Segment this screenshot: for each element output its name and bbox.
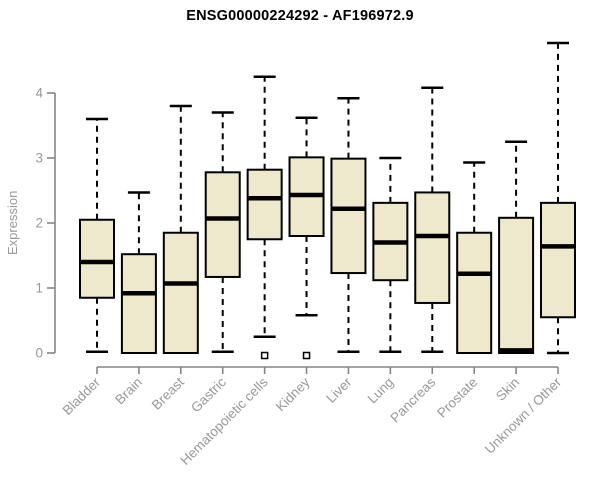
y-tick-label: 0 <box>35 346 43 361</box>
box-pancreas <box>414 86 451 353</box>
outlier-point <box>260 351 269 360</box>
iqr-box <box>330 157 367 275</box>
box-liver <box>330 96 367 353</box>
x-tick-label-breast: Breast <box>149 374 187 412</box>
x-tick-label-gastric: Gastric <box>188 374 229 415</box>
x-tick-label-bladder: Bladder <box>60 374 104 418</box>
y-tick-label: 1 <box>35 281 43 296</box>
x-tick-label-pancreas: Pancreas <box>387 374 438 425</box>
iqr-box <box>456 231 493 354</box>
x-tick-label-lung: Lung <box>365 375 397 407</box>
x-tick-label-unknown-other: Unknown / Other <box>482 374 565 457</box>
iqr-box <box>120 253 157 354</box>
box-breast <box>162 104 199 354</box>
y-tick-label: 3 <box>35 151 43 166</box>
box-brain <box>120 191 157 354</box>
x-tick-label-prostate: Prostate <box>434 375 480 421</box>
x-tick-label-skin: Skin <box>493 375 522 404</box>
iqr-box <box>414 191 451 304</box>
y-tick-label: 4 <box>35 86 43 101</box>
box-unknown-other <box>540 41 576 355</box>
box-bladder <box>79 117 115 353</box>
y-tick-label: 2 <box>35 216 43 231</box>
box-skin <box>498 140 535 354</box>
iqr-box <box>540 201 576 319</box>
box-gastric <box>204 111 241 353</box>
iqr-box <box>162 231 199 354</box>
iqr-box <box>498 216 535 354</box>
box-kidney <box>288 116 325 360</box>
iqr-box <box>204 171 241 278</box>
x-tick-label-brain: Brain <box>112 375 145 408</box>
outlier-point <box>302 351 311 360</box>
iqr-box <box>246 168 283 241</box>
x-tick-label-liver: Liver <box>323 374 355 406</box>
box-lung <box>372 156 409 353</box>
chart-title: ENSG00000224292 - AF196972.9 <box>186 8 414 24</box>
box-hematopoietic-cells <box>246 75 283 360</box>
x-tick-label-kidney: Kidney <box>273 374 313 414</box>
box-prostate <box>456 161 493 354</box>
iqr-box <box>79 218 115 299</box>
